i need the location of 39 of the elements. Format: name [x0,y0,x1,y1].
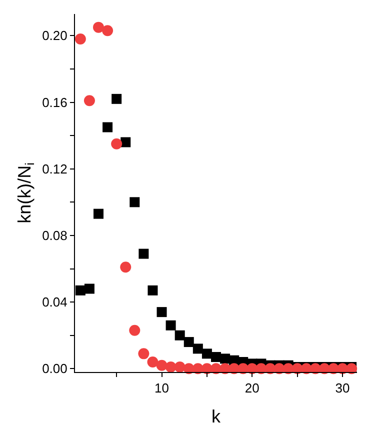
x-tick-label: 10 [154,380,170,396]
point [94,208,104,219]
point [138,348,150,360]
point [211,352,221,362]
x-axis-title: k [212,406,222,427]
point [102,122,113,132]
point [129,324,140,336]
point [74,33,86,44]
y-tick-label: 0.12 [42,161,68,176]
point [166,320,176,330]
point [220,354,230,364]
point [156,360,168,371]
point [112,94,122,104]
point [111,138,122,150]
point [120,262,132,273]
point [120,137,131,148]
point [138,248,149,259]
point [346,363,358,374]
point [192,344,203,354]
point [130,197,140,208]
point [84,284,94,294]
point [174,330,185,340]
point [102,25,114,36]
y-tick-label: 0.16 [42,94,68,110]
point [184,337,194,348]
point [147,356,158,368]
point [75,285,86,296]
x-tick-label: 20 [244,380,260,396]
point [156,307,167,318]
y-tick-label: 0.20 [42,28,68,44]
point [84,95,95,106]
point [148,285,158,296]
y-tick-label: 0.04 [42,294,68,310]
point [93,22,104,33]
x-tick-label: 30 [335,380,350,396]
text: 0.00 [42,361,68,376]
y-tick-label: 0.08 [42,228,68,244]
point [174,362,186,372]
point [202,348,212,359]
